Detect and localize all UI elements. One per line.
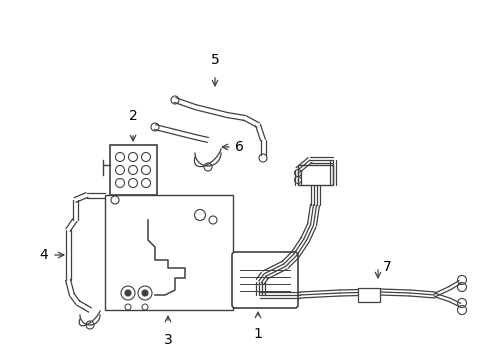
FancyBboxPatch shape (231, 252, 297, 308)
Text: 3: 3 (163, 333, 172, 347)
Circle shape (125, 290, 131, 296)
Text: 4: 4 (39, 248, 48, 262)
Text: 2: 2 (128, 109, 137, 123)
Bar (357, 288, 379, 302)
Text: 5: 5 (210, 53, 219, 67)
Bar (105, 195, 232, 310)
Bar (297, 165, 332, 185)
Bar (110, 145, 157, 195)
Text: 6: 6 (235, 140, 244, 154)
Text: 7: 7 (382, 260, 391, 274)
Text: 1: 1 (253, 327, 262, 341)
Circle shape (142, 290, 148, 296)
